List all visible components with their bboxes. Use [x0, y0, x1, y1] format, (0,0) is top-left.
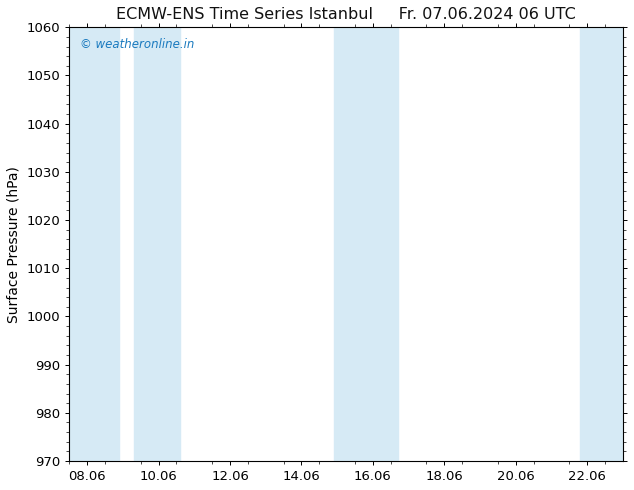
Bar [69, 27, 119, 461]
Y-axis label: Surface Pressure (hPa): Surface Pressure (hPa) [7, 166, 21, 322]
Title: ECMW-ENS Time Series Istanbul     Fr. 07.06.2024 06 UTC: ECMW-ENS Time Series Istanbul Fr. 07.06.… [116, 7, 576, 22]
Bar [362, 27, 398, 461]
Bar [134, 27, 180, 461]
Text: © weatheronline.in: © weatheronline.in [81, 38, 195, 51]
Bar [580, 27, 623, 461]
Bar [333, 27, 362, 461]
